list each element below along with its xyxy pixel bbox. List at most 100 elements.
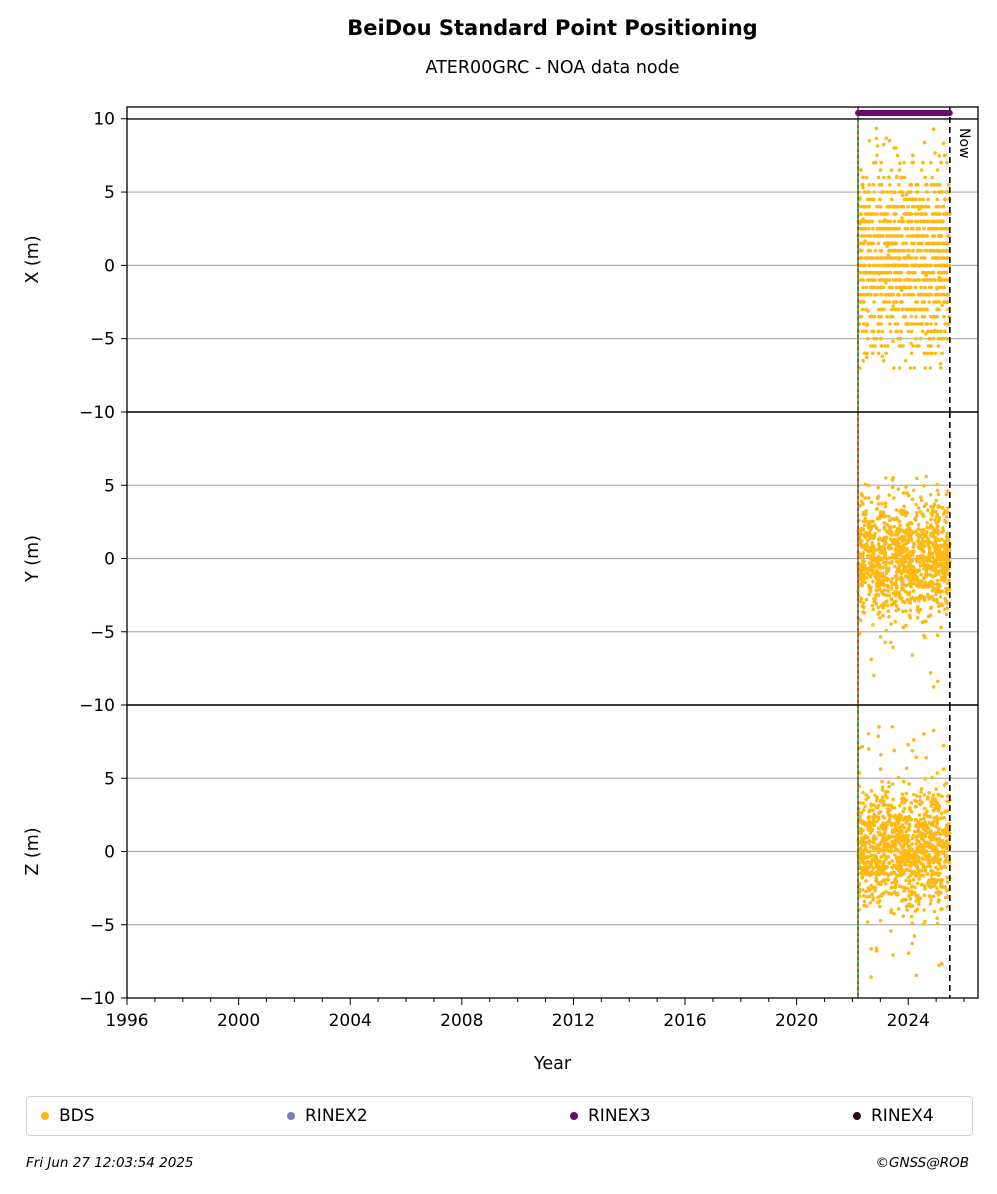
data-point (886, 609, 891, 613)
data-point (904, 193, 909, 197)
data-point (926, 204, 931, 209)
data-point (940, 351, 944, 356)
data-point (899, 858, 904, 862)
data-point (867, 819, 872, 824)
data-point (929, 285, 933, 290)
data-point (864, 793, 868, 797)
data-point (921, 197, 925, 202)
data-point (937, 548, 942, 552)
data-point (915, 867, 920, 871)
data-point (890, 307, 894, 312)
data-point (894, 552, 898, 557)
data-point (941, 241, 945, 246)
data-point (867, 270, 871, 275)
data-point (928, 559, 932, 563)
data-point (900, 800, 904, 805)
data-point (880, 545, 884, 549)
data-point (902, 825, 906, 830)
data-point (905, 212, 910, 216)
data-point (882, 849, 887, 853)
data-point (861, 888, 865, 892)
footer-credit: ©GNSS@ROB (875, 1155, 970, 1171)
data-point (933, 540, 938, 544)
data-point (899, 278, 903, 282)
data-point (873, 885, 877, 890)
series-bds (856, 474, 952, 689)
data-point (922, 922, 926, 926)
data-point (922, 732, 926, 736)
x-tick-label: 2020 (775, 1011, 818, 1031)
data-point (928, 492, 933, 497)
data-point (890, 880, 894, 885)
data-point (862, 848, 866, 852)
data-point (864, 879, 868, 883)
data-point (910, 653, 915, 657)
chart-subtitle: ATER00GRC - NOA data node (425, 58, 680, 78)
data-point (916, 523, 921, 527)
data-point (936, 867, 940, 872)
data-point (861, 866, 866, 870)
data-point (931, 234, 935, 238)
data-point (910, 842, 914, 846)
data-point (889, 530, 894, 535)
data-point (866, 815, 871, 819)
data-point (921, 270, 926, 275)
data-point (865, 278, 870, 282)
data-point (872, 160, 876, 165)
data-point (935, 285, 939, 290)
data-point (862, 263, 867, 268)
data-point (935, 525, 939, 529)
data-point (929, 314, 933, 319)
data-point (882, 548, 887, 553)
data-point (922, 292, 926, 297)
data-point (882, 525, 887, 529)
data-point (871, 579, 875, 584)
data-point (889, 256, 893, 260)
data-point (876, 322, 880, 326)
data-point (914, 197, 918, 202)
data-point (899, 329, 903, 334)
data-point (915, 476, 919, 481)
data-point (877, 610, 882, 615)
data-point (905, 598, 910, 602)
data-point (889, 908, 894, 912)
data-point (929, 800, 933, 804)
data-point (882, 799, 886, 803)
data-point (871, 351, 875, 356)
data-point (883, 514, 888, 518)
data-point (920, 873, 924, 878)
data-point (906, 248, 910, 253)
data-point (903, 800, 907, 804)
data-point (858, 292, 863, 297)
data-point (907, 270, 912, 275)
data-point (929, 511, 933, 516)
data-point (873, 853, 877, 858)
data-point (905, 886, 910, 891)
data-point (942, 816, 946, 820)
data-point (879, 798, 883, 803)
data-point (868, 574, 873, 579)
data-point (935, 512, 940, 517)
data-point (946, 581, 950, 586)
data-point (917, 344, 921, 348)
data-point (932, 190, 937, 194)
data-point (876, 868, 881, 872)
data-point (925, 572, 929, 577)
data-point (876, 850, 881, 854)
data-point (929, 895, 933, 899)
data-point (939, 603, 943, 607)
data-point (922, 806, 927, 811)
data-point (888, 241, 892, 246)
data-point (861, 519, 866, 524)
data-point (881, 814, 885, 819)
data-point (943, 844, 947, 849)
data-point (884, 280, 888, 285)
data-point (858, 575, 862, 580)
data-point (901, 248, 906, 253)
data-point (944, 827, 949, 831)
data-point (914, 973, 919, 978)
data-point (866, 190, 870, 194)
data-point (890, 234, 895, 238)
data-point (877, 544, 881, 549)
y-tick-label: −10 (79, 696, 115, 716)
